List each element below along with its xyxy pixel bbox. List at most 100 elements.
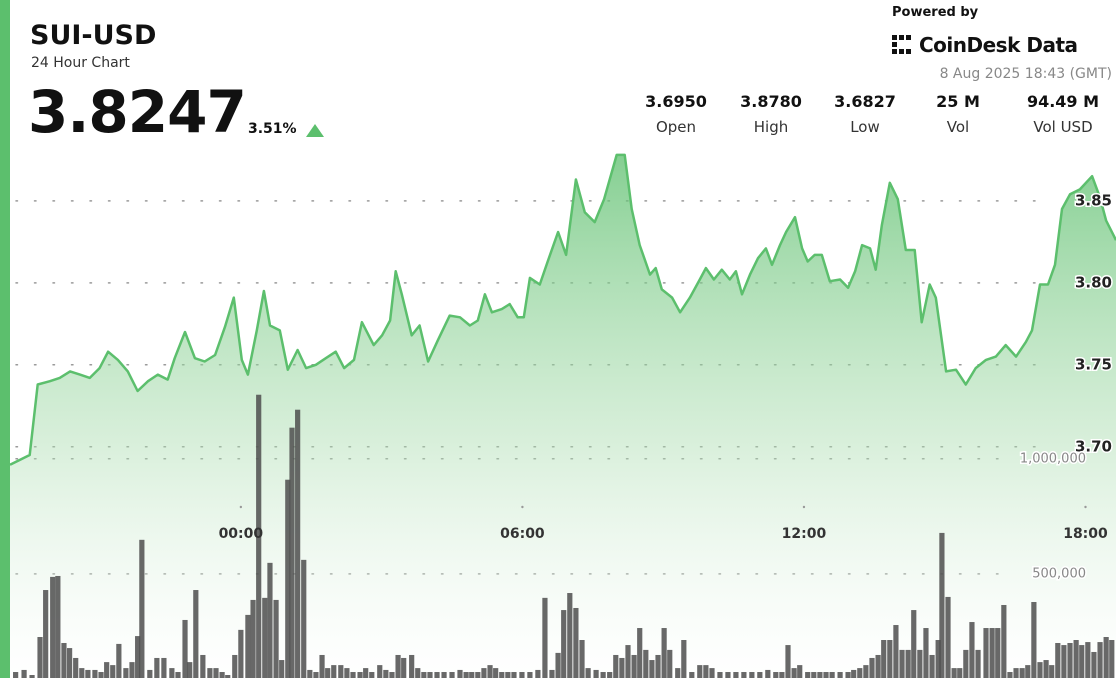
volume-bar [110, 665, 116, 678]
volume-bar [213, 668, 219, 678]
brand: CoinDesk Data [919, 33, 1078, 57]
volume-bar [161, 657, 167, 678]
volume-bar [415, 668, 421, 678]
volume-bar [469, 672, 475, 678]
volume-bar [37, 637, 43, 678]
volume-bar [1103, 637, 1109, 678]
volume-bar [905, 649, 911, 678]
volume-bar [1091, 651, 1097, 678]
price-line [9, 153, 1116, 466]
y-tick-label: 3.85 [1075, 191, 1112, 209]
volume-bar [983, 628, 989, 678]
volume-bar [607, 672, 613, 678]
volume-bar [725, 672, 731, 678]
up-arrow [306, 124, 324, 137]
volume-bar [98, 672, 104, 678]
volume-bar [389, 672, 395, 678]
volume-bar [749, 672, 755, 678]
volume-bar [325, 668, 331, 678]
volume-bar [811, 672, 817, 678]
volume-bar [55, 575, 61, 678]
volume-bar [542, 597, 548, 678]
volume-bar [481, 668, 487, 678]
volume-bar [655, 654, 661, 678]
volume-bar [829, 672, 835, 678]
volume-bar [733, 672, 739, 678]
volume-bar [935, 640, 941, 678]
x-tick-label: 12:00 [782, 526, 827, 542]
volume-bar [837, 672, 843, 678]
x-tick-mark [521, 505, 524, 509]
volume-bar [561, 610, 567, 678]
volume-bar [193, 590, 199, 678]
volume-bar [791, 668, 797, 678]
volume-bar [331, 665, 337, 678]
volume-bar [13, 672, 19, 678]
volume-bar [1067, 642, 1073, 678]
x-tick-label: 18:00 [1063, 526, 1108, 542]
volume-bar [893, 625, 899, 678]
volume-bar [449, 672, 455, 678]
volume-bar [785, 645, 791, 678]
volume-bar [357, 672, 363, 678]
volume-bar [401, 657, 407, 678]
volume-bar [434, 672, 440, 678]
volume-bar [549, 669, 555, 678]
volume-bar [555, 652, 561, 678]
volume-bar [911, 610, 917, 678]
stat-value: 94.49 M [1026, 92, 1100, 111]
stat-value: 3.8780 [740, 92, 802, 111]
volume-bar [579, 640, 585, 678]
y-tick-label: 3.75 [1075, 355, 1112, 373]
volume-bar [50, 576, 56, 678]
volume-bar [939, 532, 945, 678]
volume-bar [805, 672, 811, 678]
volume-bar [182, 619, 188, 678]
volume-bar [619, 657, 625, 678]
volume-bar [881, 640, 887, 678]
volume-bar [963, 649, 969, 678]
volume-bar [66, 648, 73, 678]
volume-bar [667, 649, 673, 678]
volume-bar [104, 662, 110, 678]
y2-tick-label: 1,000,000 [1020, 451, 1086, 466]
volume-bar [519, 672, 525, 678]
volume-bar [289, 427, 295, 678]
stat-value: 25 M [936, 92, 980, 111]
volume-bar [187, 662, 193, 678]
x-tick-label: 06:00 [500, 526, 545, 542]
volume-bar [1049, 665, 1055, 678]
volume-bar [917, 649, 923, 678]
volume-bar [1025, 665, 1031, 678]
volume-bar [1007, 672, 1013, 678]
volume-bar [625, 645, 631, 678]
volume-bar [499, 672, 505, 678]
volume-bar [527, 672, 533, 678]
volume-bar [344, 668, 350, 678]
volume-bar [709, 668, 715, 678]
volume-bar [613, 654, 619, 678]
volume-bar [649, 660, 655, 678]
volume-bar [295, 409, 301, 678]
volume-bar [169, 668, 175, 678]
volume-bar [975, 649, 981, 678]
volume-bar [493, 668, 499, 678]
change: 3.51% [248, 121, 297, 137]
volume-bar [262, 597, 268, 678]
price: 3.8247 [28, 78, 247, 146]
accent-bar [0, 0, 10, 678]
volume-bar [301, 559, 307, 678]
volume-bar [273, 599, 279, 678]
volume-bar [643, 649, 649, 678]
timestamp: 8 Aug 2025 18:43 (GMT) [939, 66, 1112, 82]
volume-bar [675, 668, 681, 678]
volume-bar [279, 660, 285, 678]
volume-bar [929, 654, 935, 678]
volume-bar [1055, 642, 1061, 678]
volume-bar [1013, 668, 1019, 678]
volume-bar [457, 669, 463, 678]
volume-bar [463, 672, 469, 678]
volume-bar [307, 669, 313, 678]
volume-bar [697, 665, 703, 678]
